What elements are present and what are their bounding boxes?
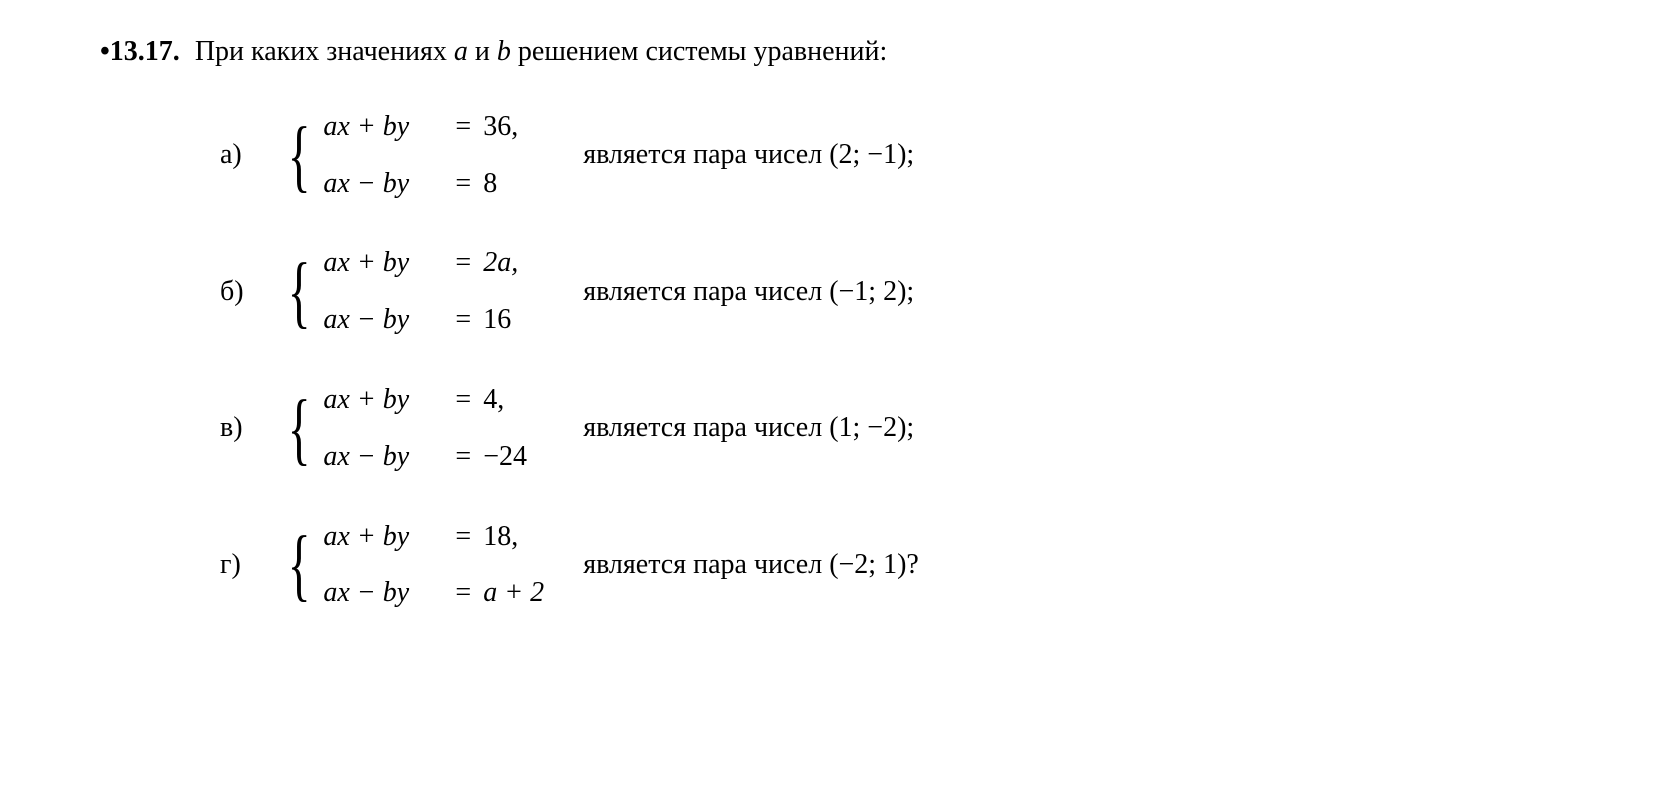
description: является пара чисел (−1; 2);	[583, 270, 1554, 315]
brace-icon: {	[288, 260, 311, 324]
text-mid: и	[468, 36, 497, 67]
variable-a: a	[454, 36, 468, 67]
desc-prefix: является пара чисел	[583, 412, 829, 443]
sub-label: б)	[220, 270, 270, 315]
eq-operator: =	[455, 162, 471, 207]
equations-container: ax + by = 2a, ax − by = 16	[323, 241, 553, 343]
equation-system: { ax + by = 36, ax − by = 8	[280, 105, 553, 207]
eq-left: ax + by	[323, 241, 443, 286]
desc-pair: (1; −2);	[829, 412, 914, 443]
brace-icon: {	[288, 397, 311, 461]
eq-right: a + 2	[483, 571, 553, 616]
text-prefix: При каких значениях	[195, 36, 454, 67]
eq-operator: =	[455, 378, 471, 423]
equation-1: ax + by = 2a,	[323, 241, 553, 286]
sub-problem-b: б) { ax + by = 2a, ax − by = 16 является…	[220, 241, 1554, 343]
eq-right: 2a,	[483, 241, 553, 286]
eq-left: ax − by	[323, 571, 443, 616]
brace-icon: {	[288, 124, 311, 188]
desc-pair: (2; −1);	[829, 139, 914, 170]
eq-operator: =	[455, 105, 471, 150]
equation-2: ax − by = a + 2	[323, 571, 553, 616]
equation-system: { ax + by = 4, ax − by = −24	[280, 378, 553, 480]
eq-left: ax − by	[323, 435, 443, 480]
problem-text: При каких значениях a и b решением систе…	[195, 30, 1554, 75]
desc-pair: (−1; 2);	[829, 276, 914, 307]
sub-label: а)	[220, 133, 270, 178]
equations-container: ax + by = 36, ax − by = 8	[323, 105, 553, 207]
eq-left: ax + by	[323, 378, 443, 423]
eq-right: 8	[483, 162, 553, 207]
eq-operator: =	[455, 515, 471, 560]
desc-prefix: является пара чисел	[583, 549, 829, 580]
equations-container: ax + by = 4, ax − by = −24	[323, 378, 553, 480]
eq-operator: =	[455, 298, 471, 343]
sub-problem-v: в) { ax + by = 4, ax − by = −24 является…	[220, 378, 1554, 480]
equation-2: ax − by = 8	[323, 162, 553, 207]
equations-container: ax + by = 18, ax − by = a + 2	[323, 515, 553, 617]
eq-operator: =	[455, 435, 471, 480]
text-suffix: решением системы уравнений:	[511, 36, 887, 67]
eq-left: ax − by	[323, 298, 443, 343]
eq-right: 4,	[483, 378, 553, 423]
desc-prefix: является пара чисел	[583, 139, 829, 170]
equation-system: { ax + by = 2a, ax − by = 16	[280, 241, 553, 343]
eq-operator: =	[455, 241, 471, 286]
desc-prefix: является пара чисел	[583, 276, 829, 307]
equation-1: ax + by = 36,	[323, 105, 553, 150]
desc-pair: (−2; 1)?	[829, 549, 919, 580]
description: является пара чисел (1; −2);	[583, 406, 1554, 451]
brace-icon: {	[288, 533, 311, 597]
eq-left: ax − by	[323, 162, 443, 207]
eq-right: 36,	[483, 105, 553, 150]
sub-problem-a: а) { ax + by = 36, ax − by = 8 является …	[220, 105, 1554, 207]
description: является пара чисел (−2; 1)?	[583, 543, 1554, 588]
sub-problem-g: г) { ax + by = 18, ax − by = a + 2 являе…	[220, 515, 1554, 617]
sub-label: в)	[220, 406, 270, 451]
equation-system: { ax + by = 18, ax − by = a + 2	[280, 515, 553, 617]
problem-number: •13.17.	[100, 30, 180, 75]
variable-b: b	[497, 36, 511, 67]
eq-left: ax + by	[323, 515, 443, 560]
equation-1: ax + by = 4,	[323, 378, 553, 423]
eq-right: −24	[483, 435, 553, 480]
description: является пара чисел (2; −1);	[583, 133, 1554, 178]
problem-header: •13.17. При каких значениях a и b решени…	[100, 30, 1554, 75]
equation-2: ax − by = 16	[323, 298, 553, 343]
eq-operator: =	[455, 571, 471, 616]
eq-left: ax + by	[323, 105, 443, 150]
equation-1: ax + by = 18,	[323, 515, 553, 560]
equation-2: ax − by = −24	[323, 435, 553, 480]
eq-right: 18,	[483, 515, 553, 560]
sub-label: г)	[220, 543, 270, 588]
eq-right: 16	[483, 298, 553, 343]
